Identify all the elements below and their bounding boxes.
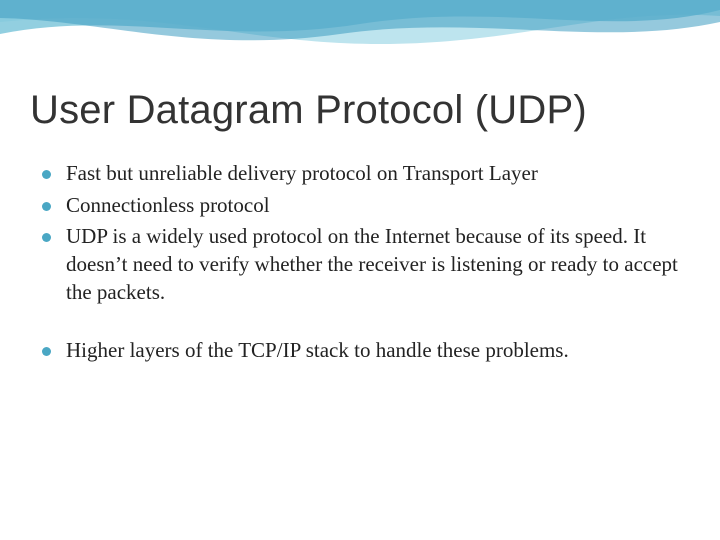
bullet-item: Fast but unreliable delivery protocol on… — [40, 160, 690, 188]
bullet-item: Connectionless protocol — [40, 192, 690, 220]
slide-content: User Datagram Protocol (UDP) Fast but un… — [0, 0, 720, 364]
bullet-spacer — [40, 311, 690, 333]
bullet-item: UDP is a widely used protocol on the Int… — [40, 223, 690, 306]
slide-title: User Datagram Protocol (UDP) — [30, 88, 690, 132]
bullet-list: Fast but unreliable delivery protocol on… — [30, 160, 690, 364]
bullet-item: Higher layers of the TCP/IP stack to han… — [40, 337, 690, 365]
